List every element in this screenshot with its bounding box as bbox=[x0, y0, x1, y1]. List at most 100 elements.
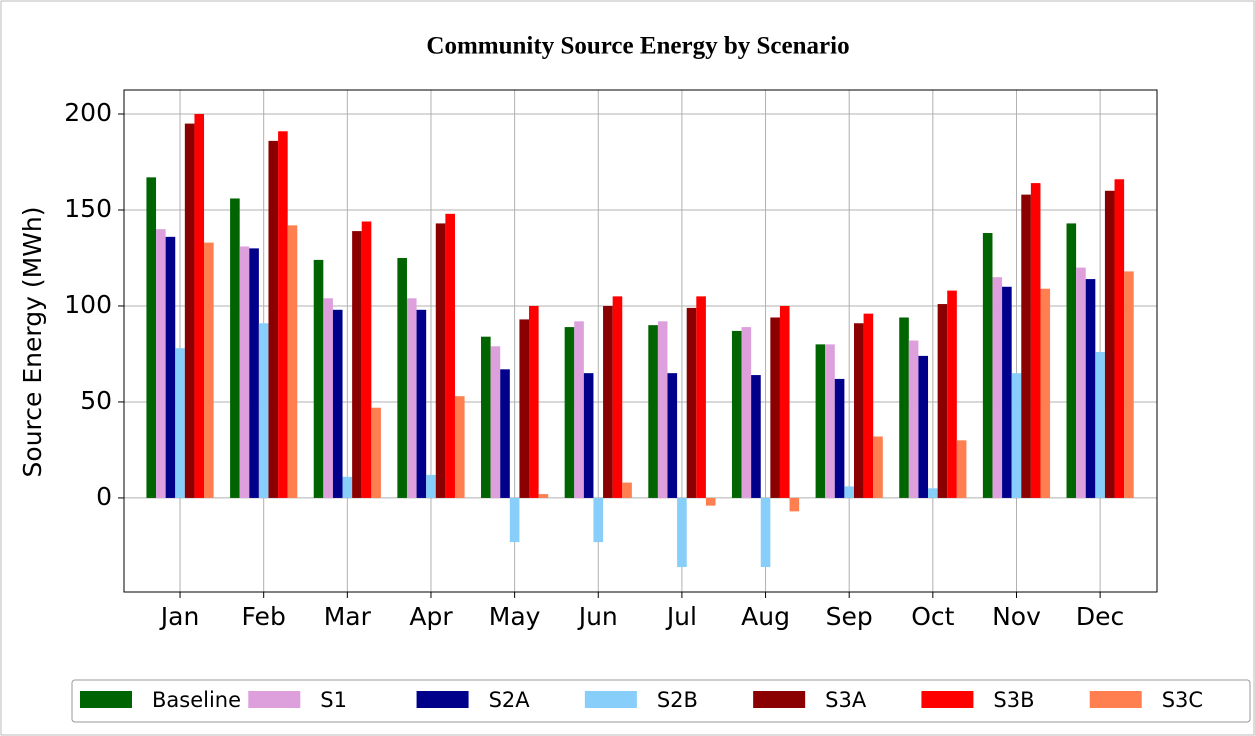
legend-swatch bbox=[1089, 691, 1142, 708]
bar bbox=[519, 319, 530, 498]
bar bbox=[677, 497, 687, 568]
bar bbox=[779, 305, 790, 498]
bar bbox=[332, 309, 343, 498]
y-tick-label: 100 bbox=[64, 290, 112, 319]
bar bbox=[908, 340, 919, 498]
legend-swatch bbox=[248, 691, 301, 708]
bar bbox=[574, 321, 584, 498]
bar bbox=[509, 497, 520, 543]
legend-swatch bbox=[80, 691, 132, 708]
bar bbox=[863, 313, 874, 498]
legend-label: S2A bbox=[489, 688, 531, 712]
bar bbox=[937, 304, 948, 498]
legend-box bbox=[71, 679, 1251, 723]
bar bbox=[1095, 352, 1105, 498]
bar bbox=[268, 140, 279, 498]
legend-label: S1 bbox=[320, 688, 347, 712]
bar bbox=[873, 436, 883, 498]
bar bbox=[445, 213, 455, 498]
bar bbox=[361, 221, 372, 498]
y-tick-label: 150 bbox=[64, 194, 112, 223]
x-tick-label: Dec bbox=[1076, 602, 1124, 631]
bar bbox=[529, 305, 539, 498]
bar bbox=[1040, 288, 1051, 498]
legend-label: S3A bbox=[825, 688, 867, 712]
bar bbox=[278, 131, 288, 498]
legend: Baseline S1 S2A S2B S3A S3B S3C bbox=[71, 679, 1251, 723]
bar bbox=[406, 298, 417, 498]
x-tick-label: Apr bbox=[409, 602, 453, 631]
legend-swatch bbox=[753, 691, 806, 708]
y-tick-label: 200 bbox=[64, 98, 112, 127]
bar bbox=[165, 236, 176, 498]
bar bbox=[918, 355, 929, 498]
bar bbox=[815, 344, 826, 498]
legend-label: Baseline bbox=[152, 688, 241, 712]
x-tick-label: May bbox=[489, 602, 541, 631]
bar bbox=[426, 474, 436, 498]
bar bbox=[1124, 271, 1134, 498]
bar bbox=[1030, 183, 1041, 498]
bar bbox=[622, 482, 632, 498]
x-tick-label: Mar bbox=[324, 602, 372, 631]
bar bbox=[175, 348, 185, 498]
plot-area: 0 50 100 150 200 Jan Feb Mar Apr May Jun Jul Aug Sep O… bbox=[64, 90, 1157, 631]
bar bbox=[371, 407, 381, 498]
bar bbox=[741, 327, 752, 498]
bar bbox=[648, 325, 658, 498]
bar bbox=[603, 305, 613, 498]
x-tick-label: Sep bbox=[826, 602, 873, 631]
bar bbox=[490, 346, 501, 498]
bar bbox=[313, 259, 324, 498]
bar bbox=[1066, 223, 1077, 498]
legend-swatch bbox=[584, 691, 637, 708]
bar bbox=[992, 277, 1003, 498]
bar bbox=[928, 488, 938, 498]
bar bbox=[834, 378, 845, 498]
bar bbox=[500, 369, 510, 498]
chart-title: Community Source Energy by Scenario bbox=[426, 33, 849, 60]
bar bbox=[593, 497, 604, 543]
bar bbox=[853, 323, 864, 498]
bar bbox=[481, 336, 491, 498]
legend-label: S2B bbox=[657, 688, 698, 712]
bar bbox=[146, 177, 157, 498]
bar bbox=[825, 344, 835, 498]
bar bbox=[156, 229, 166, 498]
legend-swatch bbox=[416, 691, 469, 708]
bar bbox=[1104, 190, 1115, 498]
bar bbox=[982, 233, 993, 498]
bar bbox=[844, 486, 854, 498]
x-tick-label: Feb bbox=[242, 602, 286, 631]
bar bbox=[947, 290, 957, 498]
bar bbox=[956, 440, 967, 498]
bar bbox=[249, 248, 259, 498]
bar bbox=[230, 198, 240, 498]
bar bbox=[397, 257, 407, 498]
bar bbox=[612, 296, 623, 498]
bar bbox=[1021, 194, 1031, 498]
bar bbox=[731, 330, 742, 498]
y-axis-label: Source Energy (MWh) bbox=[18, 207, 47, 478]
legend-swatch bbox=[921, 691, 974, 708]
bar bbox=[583, 373, 594, 498]
bar bbox=[751, 375, 761, 498]
y-tick-label: 0 bbox=[96, 482, 112, 511]
bar bbox=[1076, 267, 1086, 498]
bar bbox=[705, 497, 716, 506]
bar bbox=[287, 225, 298, 498]
x-tick-label: Oct bbox=[911, 602, 954, 631]
bar bbox=[789, 497, 800, 512]
bar bbox=[352, 231, 362, 498]
bar bbox=[564, 327, 575, 498]
bar bbox=[239, 246, 250, 498]
bar bbox=[686, 307, 697, 498]
bar bbox=[657, 321, 668, 498]
bar bbox=[760, 497, 771, 568]
bar bbox=[194, 113, 205, 498]
legend-label: S3C bbox=[1162, 688, 1203, 712]
bar bbox=[342, 476, 353, 498]
x-tick-label: Nov bbox=[992, 602, 1041, 631]
bar bbox=[696, 296, 706, 498]
